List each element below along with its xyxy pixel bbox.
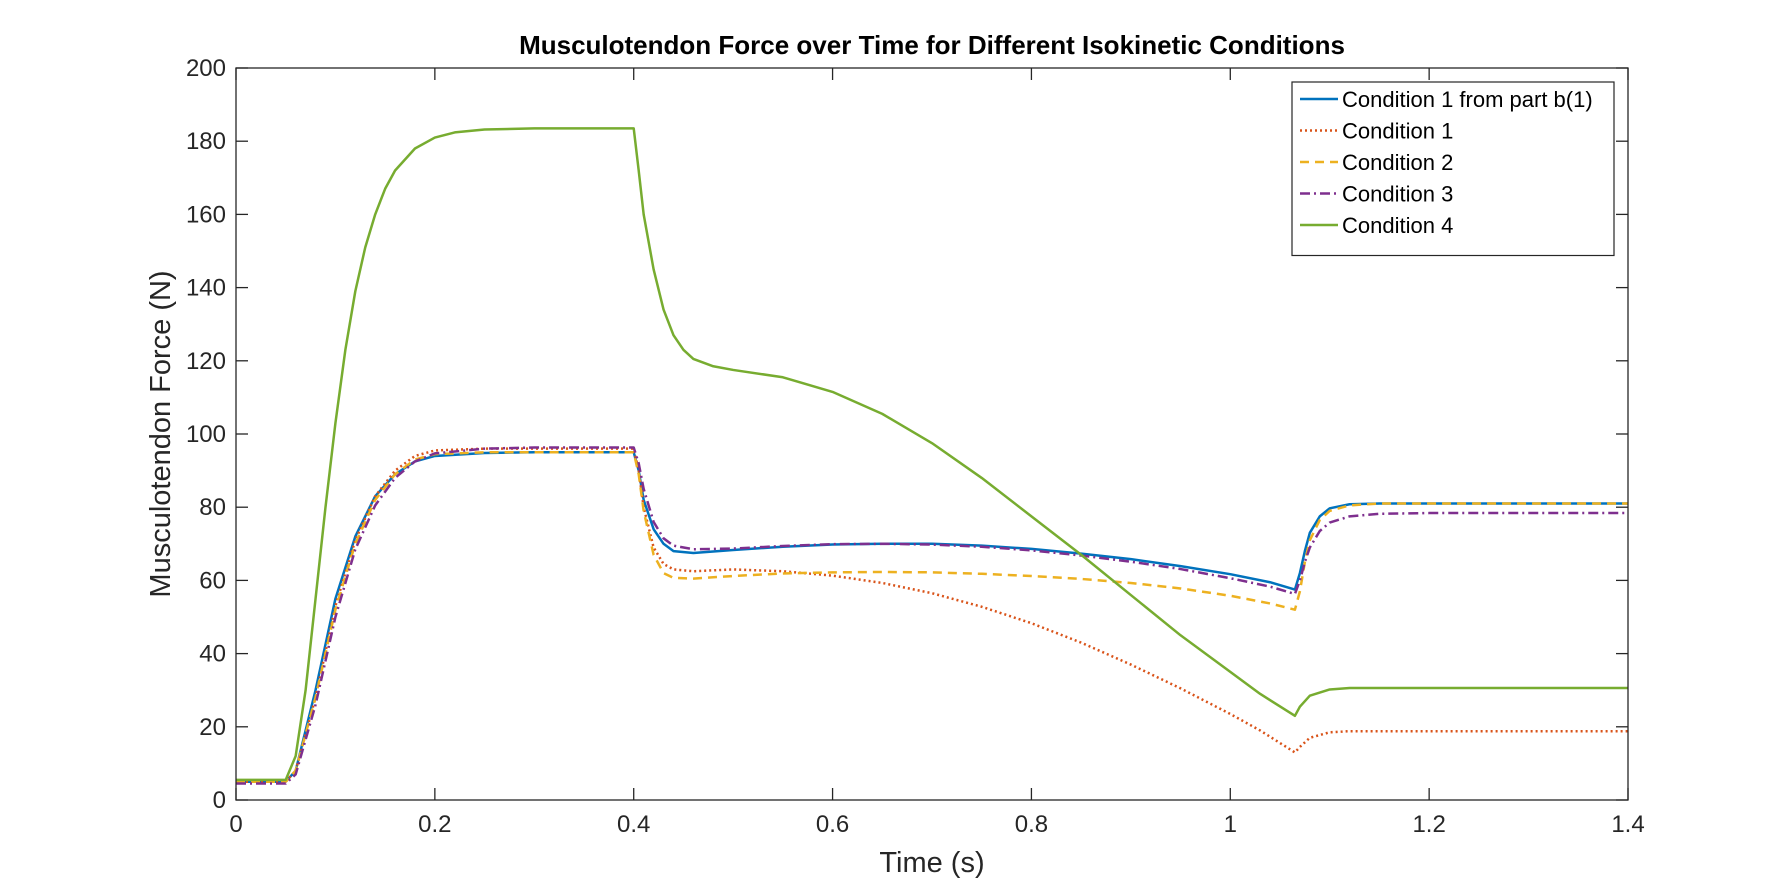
series-line-4 bbox=[236, 446, 1628, 785]
y-axis-label: Musculotendon Force (N) bbox=[145, 270, 177, 597]
y-tick-label: 120 bbox=[186, 348, 226, 375]
x-tick-label: 0.8 bbox=[1015, 811, 1048, 838]
y-tick-label: 80 bbox=[199, 494, 226, 521]
legend-entry-3: Condition 2 bbox=[1342, 150, 1453, 175]
y-tick-label: 0 bbox=[213, 787, 226, 814]
x-tick-label: 0.6 bbox=[816, 811, 849, 838]
legend-entry-1: Condition 1 from part b(1) bbox=[1342, 87, 1593, 112]
legend-entry-4: Condition 3 bbox=[1342, 182, 1453, 207]
legend-entry-2: Condition 1 bbox=[1342, 119, 1453, 144]
y-tick-label: 100 bbox=[186, 421, 226, 448]
series-line-5 bbox=[236, 127, 1628, 782]
x-tick-label: 1.4 bbox=[1611, 811, 1644, 838]
y-tick-label: 200 bbox=[186, 55, 226, 82]
legend-entry-5: Condition 4 bbox=[1342, 213, 1453, 238]
y-tick-label: 20 bbox=[199, 714, 226, 741]
y-tick-label: 140 bbox=[186, 275, 226, 302]
legend: Condition 1 from part b(1) Condition 1 Con… bbox=[1291, 81, 1615, 257]
x-tick-label: 0 bbox=[229, 811, 242, 838]
x-tick-label: 0.4 bbox=[617, 811, 650, 838]
chart-title: Musculotendon Force over Time for Differ… bbox=[519, 30, 1345, 60]
x-tick-label: 1 bbox=[1224, 811, 1237, 838]
series-layer bbox=[236, 127, 1628, 785]
y-tick-label: 160 bbox=[186, 201, 226, 228]
legend-box bbox=[1291, 81, 1615, 257]
y-axis-ticks: 0 20 40 60 80 100 120 140 160 180 200 bbox=[186, 55, 1628, 814]
y-tick-label: 60 bbox=[199, 567, 226, 594]
y-tick-label: 180 bbox=[186, 128, 226, 155]
series-line-3 bbox=[236, 451, 1628, 783]
y-tick-label: 40 bbox=[199, 641, 226, 668]
x-axis-label: Time (s) bbox=[879, 847, 984, 879]
x-axis-ticks: 0 0.2 0.4 0.6 0.8 1 1.2 1.4 bbox=[229, 68, 1645, 838]
series-line-2 bbox=[236, 447, 1628, 783]
x-tick-label: 0.2 bbox=[418, 811, 451, 838]
x-tick-label: 1.2 bbox=[1412, 811, 1445, 838]
